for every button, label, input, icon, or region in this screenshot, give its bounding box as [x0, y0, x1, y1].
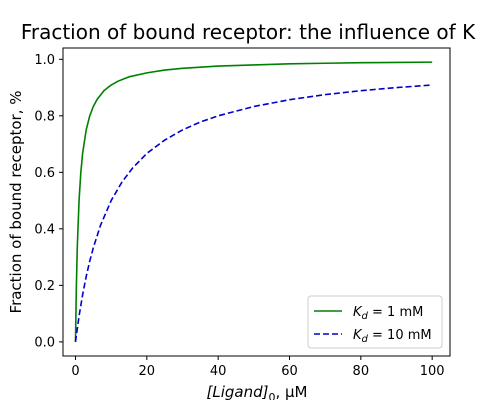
x-tick-label: 0	[71, 364, 79, 379]
x-tick-label: 20	[139, 364, 156, 379]
y-tick-label: 0.6	[34, 166, 55, 181]
series-line-kd-1	[74, 61, 433, 342]
series-group	[74, 61, 433, 342]
y-tick-label: 0.8	[34, 109, 55, 124]
x-tick-label: 40	[210, 364, 227, 379]
x-axis-label: [Ligand]0, µM	[206, 383, 307, 400]
legend: Kd = 1 mM Kd = 10 mM	[307, 295, 443, 349]
plot-frame	[62, 47, 451, 357]
y-tick-label: 0.2	[34, 279, 55, 294]
legend-label-kd-10: Kd = 10 mM	[353, 328, 432, 345]
x-tick-label: 60	[281, 364, 298, 379]
y-axis-ticks: 0.0 0.2 0.4 0.6 0.8 1.0	[34, 53, 63, 350]
x-tick-label: 100	[420, 364, 445, 379]
legend-box	[307, 295, 443, 349]
chart-title: Fraction of bound receptor: the influenc…	[21, 20, 476, 44]
legend-label-kd-1: Kd = 1 mM	[353, 305, 423, 322]
x-tick-label: 80	[353, 364, 370, 379]
y-tick-label: 0.4	[34, 222, 55, 237]
y-tick-label: 0.0	[34, 335, 55, 350]
x-axis-ticks: 0 20 40 60 80 100	[71, 356, 445, 379]
y-axis-label: Fraction of bound receptor, %	[7, 91, 25, 314]
y-tick-label: 1.0	[34, 53, 55, 68]
